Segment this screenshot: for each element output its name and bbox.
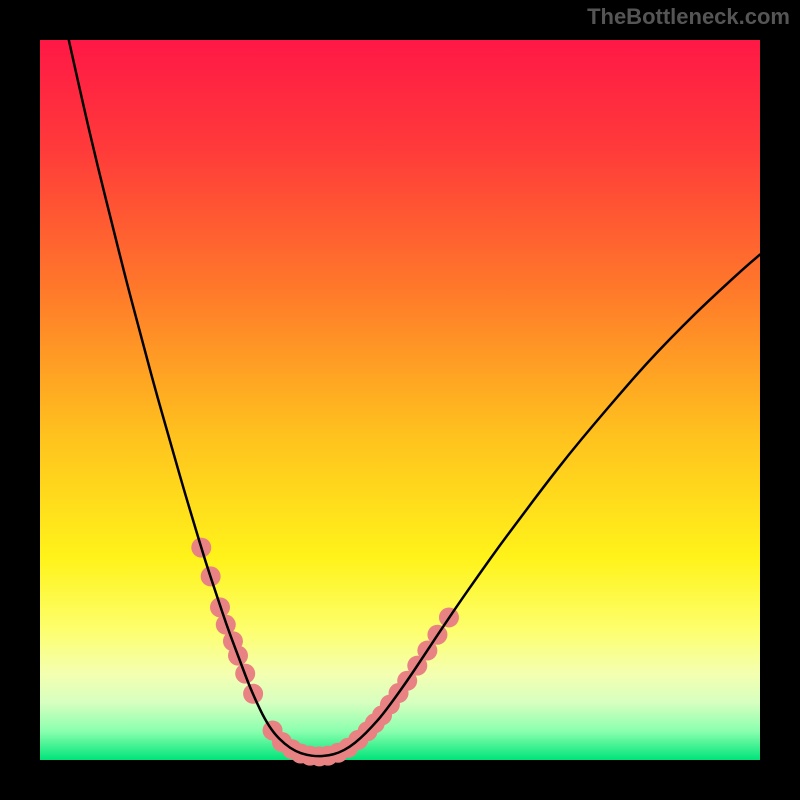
- watermark-text: TheBottleneck.com: [587, 4, 790, 30]
- chart-container: TheBottleneck.com: [0, 0, 800, 800]
- plot-bg: [40, 40, 760, 760]
- chart-svg: [0, 0, 800, 800]
